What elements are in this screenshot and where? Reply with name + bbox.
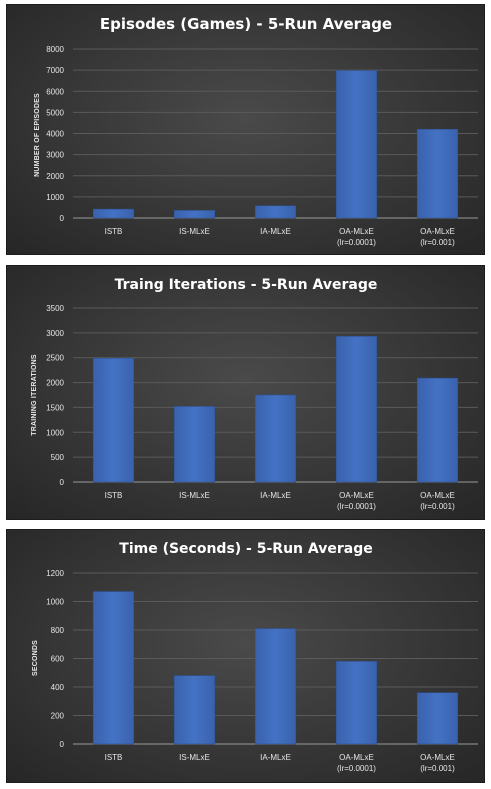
y-tick-label: 7000 bbox=[46, 66, 64, 75]
bar bbox=[254, 628, 297, 745]
y-tick-label: 3500 bbox=[46, 304, 64, 313]
y-tick-label: 1000 bbox=[46, 598, 64, 607]
x-tick-label: OA-MLxE bbox=[420, 227, 455, 236]
y-tick-label: 0 bbox=[60, 478, 65, 487]
y-axis-label: TRAINING ITERATIONS bbox=[31, 354, 38, 436]
y-tick-label: 200 bbox=[51, 712, 65, 721]
iterations-chart: Traing Iterations - 5-Run Average 0 500 100… bbox=[31, 277, 478, 511]
y-tick-label: 5000 bbox=[46, 108, 64, 117]
y-tick-label: 2500 bbox=[46, 354, 64, 363]
bar bbox=[92, 591, 135, 745]
x-tick-label: OA-MLxE bbox=[339, 491, 374, 500]
y-axis-label: NUMBER OF EPISODES bbox=[34, 93, 41, 177]
x-tick-label: IS-MLxE bbox=[179, 753, 210, 762]
x-tick-label: OA-MLxE bbox=[339, 227, 374, 236]
x-tick-label: OA-MLxE bbox=[339, 753, 374, 762]
bar bbox=[173, 210, 216, 219]
bar bbox=[335, 70, 378, 219]
x-tick-label: OA-MLxE bbox=[420, 491, 455, 500]
x-tick-label: IS-MLxE bbox=[179, 491, 210, 500]
bar bbox=[254, 394, 297, 483]
chart-title: Traing Iterations - 5-Run Average bbox=[115, 277, 378, 293]
x-tick-label: (lr=0.001) bbox=[420, 502, 455, 511]
y-tick-label: 400 bbox=[51, 683, 65, 692]
y-tick-label: 8000 bbox=[46, 45, 64, 54]
x-tick-label: OA-MLxE bbox=[420, 753, 455, 762]
x-tick-label: (lr=0.0001) bbox=[337, 502, 376, 511]
x-tick-label: IA-MLxE bbox=[260, 753, 291, 762]
bar bbox=[416, 377, 459, 483]
y-tick-label: 3000 bbox=[46, 329, 64, 338]
bar bbox=[335, 661, 378, 745]
bar bbox=[416, 692, 459, 745]
x-tick-label: IA-MLxE bbox=[260, 491, 291, 500]
y-tick-label: 1000 bbox=[46, 428, 64, 437]
chart-title: Time (Seconds) - 5-Run Average bbox=[119, 541, 372, 557]
x-tick-label: IA-MLxE bbox=[260, 227, 291, 236]
chart-title: Episodes (Games) - 5-Run Average bbox=[100, 15, 392, 33]
bar bbox=[335, 336, 378, 483]
y-tick-label: 6000 bbox=[46, 87, 64, 96]
x-tick-label: (lr=0.0001) bbox=[337, 238, 376, 247]
bar bbox=[173, 675, 216, 745]
y-tick-label: 3000 bbox=[46, 151, 64, 160]
y-tick-label: 1000 bbox=[46, 193, 64, 202]
y-tick-label: 500 bbox=[51, 453, 65, 462]
x-tick-label: ISTB bbox=[105, 227, 123, 236]
y-tick-label: 2000 bbox=[46, 172, 64, 181]
x-tick-label: ISTB bbox=[105, 491, 123, 500]
y-tick-label: 2000 bbox=[46, 379, 64, 388]
y-tick-label: 0 bbox=[60, 214, 65, 223]
iterations-chart-panel: Traing Iterations - 5-Run Average 0 500 100… bbox=[6, 265, 485, 520]
bar bbox=[92, 357, 135, 483]
y-tick-label: 800 bbox=[51, 626, 65, 635]
bar bbox=[254, 205, 297, 219]
y-tick-label: 1500 bbox=[46, 403, 64, 412]
y-tick-label: 4000 bbox=[46, 130, 64, 139]
episodes-chart-panel: Episodes (Games) - 5-Run Average 0 1000 200… bbox=[6, 4, 485, 255]
time-chart: Time (Seconds) - 5-Run Average 0 200 400 600… bbox=[32, 541, 478, 773]
y-tick-label: 1200 bbox=[46, 569, 64, 578]
bar bbox=[173, 406, 216, 483]
x-tick-label: (lr=0.001) bbox=[420, 764, 455, 773]
time-chart-panel: Time (Seconds) - 5-Run Average 0 200 400 600… bbox=[6, 529, 485, 783]
y-tick-label: 0 bbox=[60, 740, 65, 749]
x-tick-label: (lr=0.0001) bbox=[337, 764, 376, 773]
x-tick-label: IS-MLxE bbox=[179, 227, 210, 236]
episodes-chart: Episodes (Games) - 5-Run Average 0 1000 200… bbox=[34, 15, 478, 247]
y-tick-label: 600 bbox=[51, 655, 65, 664]
bar bbox=[416, 128, 459, 219]
x-tick-label: (lr=0.001) bbox=[420, 238, 455, 247]
x-tick-label: ISTB bbox=[105, 753, 123, 762]
bar bbox=[92, 208, 135, 219]
y-axis-label: SECONDS bbox=[32, 640, 39, 676]
